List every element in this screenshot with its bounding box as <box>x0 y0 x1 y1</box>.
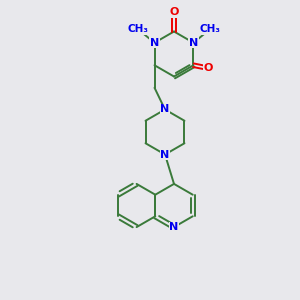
Text: N: N <box>160 104 169 115</box>
Text: O: O <box>169 7 179 17</box>
Text: N: N <box>160 149 169 160</box>
Text: CH₃: CH₃ <box>200 24 220 34</box>
Text: N: N <box>150 38 159 48</box>
Text: O: O <box>204 63 213 73</box>
Text: CH₃: CH₃ <box>128 24 148 34</box>
Text: N: N <box>169 222 178 232</box>
Text: N: N <box>189 38 198 48</box>
